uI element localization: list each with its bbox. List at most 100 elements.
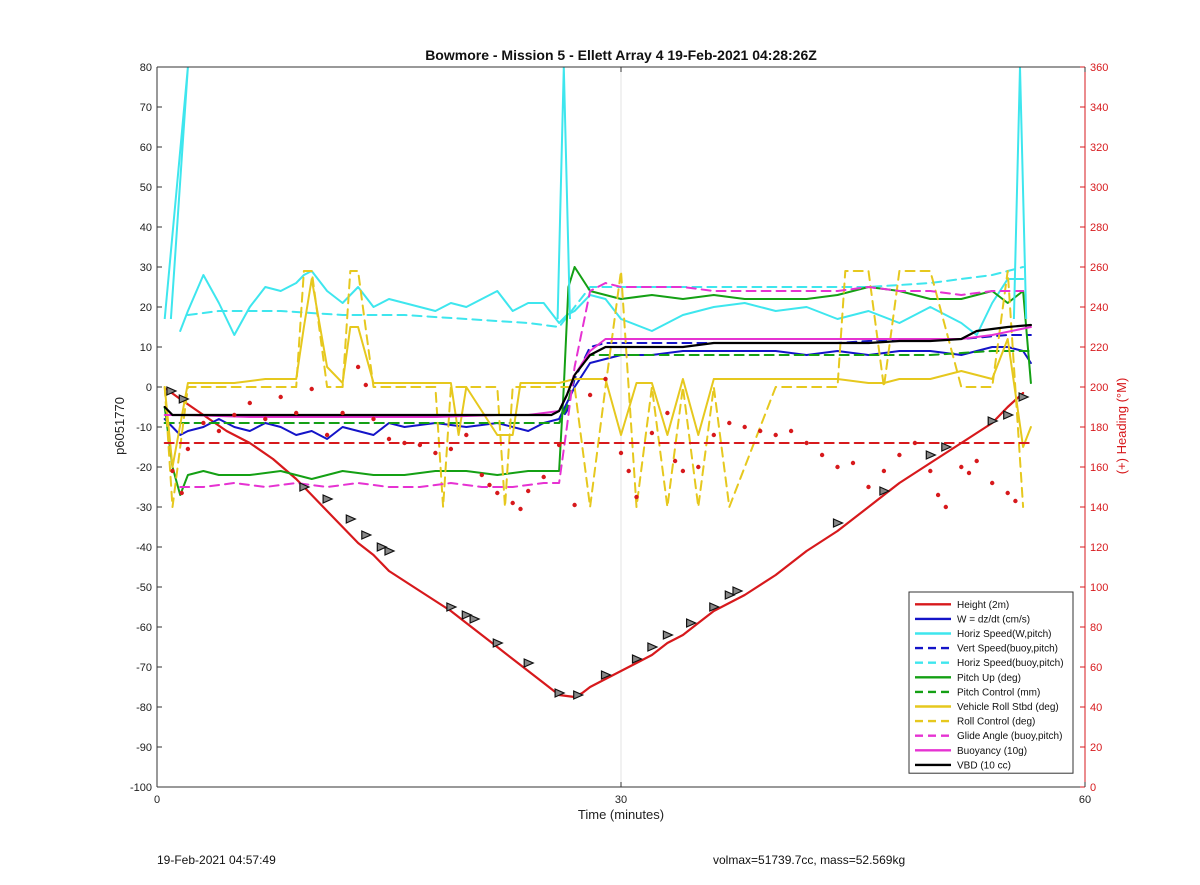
legend-entry: Vehicle Roll Stbd (deg)	[957, 702, 1059, 713]
height-marker-19	[686, 618, 698, 628]
heading-point-11	[324, 432, 330, 438]
heading-point-0	[170, 468, 175, 474]
y-tick-label: -30	[136, 502, 152, 514]
height-marker-6	[376, 542, 388, 552]
heading-point-19	[433, 450, 438, 456]
height-marker-11	[492, 638, 504, 648]
y-tick-label: 10	[140, 342, 152, 354]
x-tick-label: 0	[154, 794, 160, 806]
x-axis-label: Time (minutes)	[578, 807, 664, 822]
heading-point-35	[634, 494, 639, 500]
y2-tick-label: 340	[1090, 102, 1108, 114]
legend-entry: Buoyancy (10g)	[957, 746, 1027, 757]
heading-point-48	[819, 452, 825, 458]
heading-points	[170, 364, 1018, 512]
height-marker-21	[724, 590, 736, 600]
height-marker-3	[322, 494, 334, 504]
heading-point-60	[974, 458, 979, 464]
heading-point-23	[487, 482, 492, 488]
heading-point-31	[587, 392, 593, 398]
heading-point-62	[1005, 490, 1010, 496]
heading-point-46	[788, 428, 794, 434]
footer-timestamp: 19-Feb-2021 04:57:49	[157, 853, 276, 867]
heading-point-18	[417, 442, 423, 448]
height-marker-10	[469, 614, 481, 624]
heading-point-37	[665, 410, 670, 416]
y-tick-label: 60	[140, 142, 152, 154]
legend-entry: VBD (10 cc)	[957, 760, 1011, 771]
y2-tick-label: 320	[1090, 142, 1108, 154]
y-tick-label: 20	[140, 302, 152, 314]
y2-tick-label: 260	[1090, 262, 1108, 274]
y2-tick-label: 200	[1090, 382, 1108, 394]
height-marker-17	[647, 642, 659, 652]
y2-tick-label: 80	[1090, 622, 1102, 634]
heading-point-27	[526, 488, 531, 494]
y-tick-label: 70	[140, 102, 152, 114]
heading-point-40	[696, 464, 701, 470]
heading-point-29	[556, 442, 562, 448]
series-line-11	[163, 323, 1033, 417]
heading-point-28	[541, 474, 546, 480]
height-marker-12	[523, 658, 535, 668]
heading-point-36	[649, 430, 655, 436]
y2-tick-label: 140	[1090, 502, 1108, 514]
heading-point-24	[495, 490, 500, 496]
height-marker-7	[384, 546, 396, 556]
y-tick-label: 50	[140, 182, 152, 194]
legend: Height (2m) W = dz/dt (cm/s) Horiz Speed(W…	[908, 591, 1074, 774]
heading-point-55	[928, 468, 933, 474]
heading-point-47	[804, 440, 809, 446]
series-line-2	[179, 270, 1025, 336]
y2-tick-label: 20	[1090, 742, 1102, 754]
height-marker-22	[732, 586, 744, 596]
height-marker-4	[345, 514, 357, 524]
heading-point-4	[216, 428, 222, 434]
series-line-9	[179, 282, 1025, 488]
chart-title: Bowmore - Mission 5 - Ellett Array 4 19-…	[425, 47, 817, 63]
series-line-4	[186, 266, 1025, 328]
y-tick-label: -10	[136, 422, 152, 434]
heading-point-16	[386, 436, 392, 442]
height-marker-25	[925, 450, 937, 460]
heading-point-52	[881, 468, 887, 474]
heading-point-21	[464, 432, 469, 438]
heading-point-57	[943, 504, 948, 510]
heading-point-39	[680, 468, 686, 474]
legend-entry: Pitch Control (mm)	[957, 687, 1040, 698]
heading-point-43	[742, 424, 747, 430]
height-marker-14	[573, 690, 585, 700]
y2-tick-label: 60	[1090, 662, 1102, 674]
heading-point-42	[727, 420, 732, 426]
height-marker-15	[600, 670, 612, 680]
x-tick-label: 60	[1079, 794, 1091, 806]
heading-point-58	[959, 464, 964, 470]
axes: -100-90-80-70-60-50-40-30-20-10010203040…	[130, 62, 1108, 806]
height-marker-0	[166, 386, 178, 396]
y2-tick-label: 280	[1090, 222, 1108, 234]
series-line-8	[163, 270, 1025, 508]
height-marker-1	[178, 394, 190, 404]
heading-point-56	[935, 492, 941, 498]
y2-tick-label: 300	[1090, 182, 1108, 194]
height-marker-20	[709, 602, 721, 612]
height-marker-2	[299, 482, 311, 492]
heading-point-49	[835, 464, 840, 470]
heading-point-10	[309, 386, 314, 392]
y2-tick-label: 220	[1090, 342, 1108, 354]
height-marker-13	[554, 688, 566, 698]
heading-point-38	[672, 458, 678, 464]
footer-vehicle-info: volmax=51739.7cc, mass=52.569kg	[713, 853, 906, 867]
heading-point-33	[618, 450, 624, 456]
heading-point-22	[479, 472, 484, 478]
legend-box	[908, 591, 1074, 774]
y2-tick-label: 160	[1090, 462, 1108, 474]
height-marker-28	[1003, 410, 1015, 420]
legend-entry: Glide Angle (buoy,pitch)	[957, 731, 1062, 742]
heading-point-2	[185, 446, 191, 452]
heading-point-17	[402, 440, 407, 446]
series-line-7	[163, 278, 1032, 468]
height-marker-9	[461, 610, 473, 620]
heading-point-6	[247, 400, 252, 406]
